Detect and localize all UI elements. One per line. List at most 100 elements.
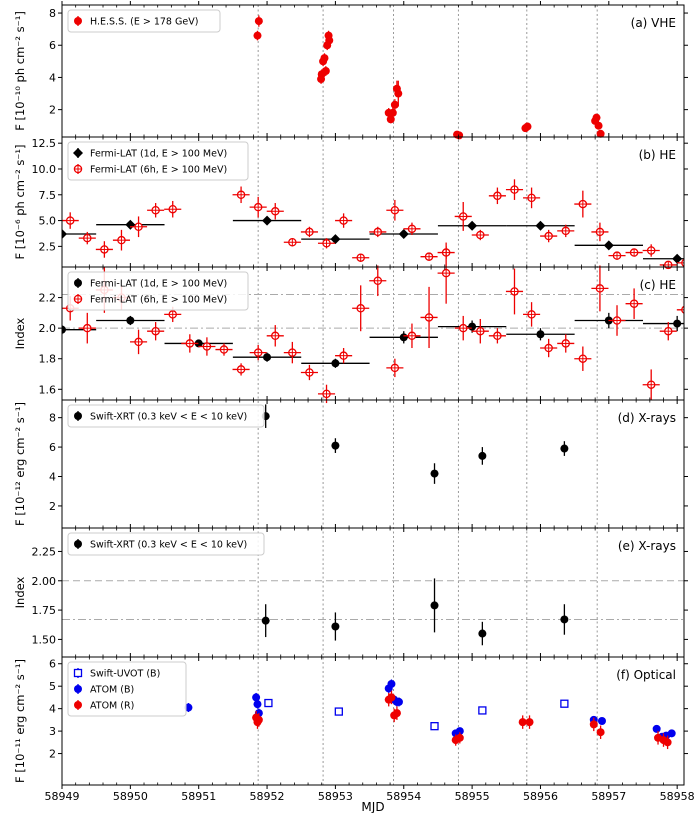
he-index-title: (c) HE (640, 278, 676, 292)
xray-index-legend-label-0: Swift-XRT (0.3 keV < E < 10 keV) (90, 540, 247, 551)
he-flux-s0-pt-0 (62, 228, 67, 239)
x-tick-label-6: 58955 (455, 790, 490, 803)
optical-legend-label-0: Swift-UVOT (B) (90, 669, 160, 680)
optical-s1-pt-16 (667, 729, 676, 738)
x-tick-label-0: 58949 (45, 790, 80, 803)
x-tick-label-9: 58958 (660, 790, 695, 803)
he-flux-ylabel: F [10⁻⁶ ph cm⁻² s⁻¹] (13, 145, 27, 260)
he-index-s0-pt-2 (194, 339, 203, 348)
vhe-s0-pt-21 (592, 113, 601, 122)
xray-index-legend-marker-0 (74, 540, 82, 548)
xray-flux-ylabel: F [10⁻¹² erg cm⁻² s⁻¹] (13, 402, 27, 526)
vhe-s0-pt-13 (390, 100, 399, 109)
he-flux-ytick-label-1: 5.0 (39, 215, 57, 228)
xray-index-s0-pt-4 (560, 615, 569, 624)
he-index-legend: Fermi-LAT (1d, E > 100 MeV) Fermi-LAT (6h… (67, 271, 249, 311)
optical-frame (61, 656, 685, 786)
he-index-s0-pt-4 (331, 359, 340, 368)
optical-s2-pt-6 (392, 709, 401, 718)
optical-s2-pt-11 (589, 720, 598, 729)
optical-s2-pt-4 (387, 693, 396, 702)
xray-flux-s0-pt-2 (430, 469, 439, 478)
he-index-ytick-label-2: 2.0 (39, 322, 57, 335)
he-index-s0-pt-1 (126, 316, 135, 325)
he-index-ytick-label-1: 1.8 (39, 353, 57, 366)
optical-s1-pt-8 (394, 697, 403, 706)
he-index-s0-pt-7 (536, 330, 545, 339)
optical-s2-pt-8 (455, 733, 464, 742)
vhe-s0-pt-19 (523, 122, 532, 131)
optical-s2-pt-15 (663, 738, 672, 747)
optical-s0-pt-0 (264, 698, 273, 708)
xray-index-s0-pt-1 (331, 622, 340, 631)
xray-flux-s0-pt-3 (478, 451, 487, 460)
x-tick-label-7: 58956 (523, 790, 558, 803)
xray-flux-legend-label-0: Swift-XRT (0.3 keV < E < 10 keV) (90, 412, 247, 423)
he-index-legend-label-0: Fermi-LAT (1d, E > 100 MeV) (90, 279, 227, 290)
optical-ytick-label-3: 5 (49, 680, 56, 693)
xray-flux-s0-pt-1 (331, 441, 340, 450)
xray-index-s0-pt-0 (261, 616, 270, 625)
optical-s2-pt-9 (518, 718, 527, 727)
vhe-s0-pt-23 (596, 129, 605, 138)
he-flux-ytick-label-0: 2.5 (39, 240, 57, 253)
optical-s0-pt-4 (560, 699, 569, 708)
vhe-ytick-label-3: 8 (49, 7, 56, 20)
he-flux-s0-pt-2 (262, 215, 273, 226)
optical-s1-pt-2 (253, 700, 262, 709)
he-flux-legend-marker-0 (73, 148, 83, 158)
xray-flux-ytick-label-2: 6 (49, 441, 56, 454)
xray-index-s0-pt-3 (478, 629, 487, 638)
he-index-legend-label-1: Fermi-LAT (6h, E > 100 MeV) (90, 295, 227, 306)
xray-flux-legend-box (67, 404, 265, 428)
optical-ylabel: F [10⁻¹¹ erg cm⁻² s⁻¹] (13, 659, 27, 783)
vhe-s0-pt-5 (320, 54, 329, 63)
x-tick-label-4: 58953 (318, 790, 353, 803)
vhe-legend: H.E.S.S. (E > 178 GeV) (67, 9, 221, 33)
optical-s0-pt-1 (334, 707, 343, 716)
he-flux-title: (b) HE (639, 148, 676, 162)
x-tick-label-3: 58952 (250, 790, 285, 803)
xray-flux-ytick-label-3: 8 (49, 412, 56, 425)
optical-s2-pt-12 (596, 728, 605, 737)
optical-legend-marker-0 (73, 668, 83, 678)
optical-legend-marker-2 (74, 701, 82, 709)
x-tick-label-5: 58954 (386, 790, 421, 803)
he-flux-legend: Fermi-LAT (1d, E > 100 MeV) Fermi-LAT (6h… (67, 141, 249, 181)
x-tick-label-8: 58957 (591, 790, 626, 803)
x-tick-label-1: 58950 (113, 790, 148, 803)
optical-s1-pt-10 (455, 727, 464, 736)
he-index-ytick-label-0: 1.6 (39, 383, 57, 396)
optical-s1-pt-1 (252, 693, 261, 702)
vhe-s0-pt-12 (388, 108, 397, 117)
optical-ytick-label-2: 4 (49, 703, 56, 716)
xray-flux-s0-pt-4 (560, 444, 569, 453)
xray-index-ylabel: Index (13, 576, 27, 608)
xray-index-ytick-label-0: 1.50 (32, 633, 57, 646)
optical-legend-label-2: ATOM (R) (90, 701, 134, 712)
xray-flux-legend: Swift-XRT (0.3 keV < E < 10 keV) (67, 404, 265, 428)
optical-legend: Swift-UVOT (B) ATOM (B) ATOM (R) (67, 661, 187, 717)
xray-index-title: (e) X-rays (618, 539, 676, 553)
xray-index-ytick-label-2: 2.00 (32, 575, 57, 588)
vhe-title: (a) VHE (631, 16, 676, 30)
optical-legend-label-1: ATOM (B) (90, 685, 134, 696)
he-flux-s0-pt-6 (535, 220, 546, 231)
vhe-legend-label-0: H.E.S.S. (E > 178 GeV) (90, 17, 198, 28)
vhe-legend-marker-0 (74, 17, 82, 25)
he-flux-ytick-label-3: 10.0 (32, 163, 57, 176)
vhe-s0-pt-15 (394, 89, 403, 98)
optical-legend-marker-1 (74, 685, 82, 693)
he-flux-s0-pt-7 (603, 240, 614, 251)
he-flux-legend-label-0: Fermi-LAT (1d, E > 100 MeV) (90, 149, 227, 160)
he-index-ylabel: Index (13, 317, 27, 349)
optical-title: (f) Optical (616, 668, 676, 682)
optical-s1-pt-13 (652, 724, 661, 733)
vhe-legend-box (67, 9, 221, 33)
vhe-ytick-label-2: 6 (49, 39, 56, 52)
he-flux-s0-pt-5 (467, 220, 478, 231)
optical-legend-box (67, 661, 187, 717)
vhe-s0-pt-6 (321, 67, 330, 75)
vhe-s0-pt-1 (254, 17, 263, 26)
